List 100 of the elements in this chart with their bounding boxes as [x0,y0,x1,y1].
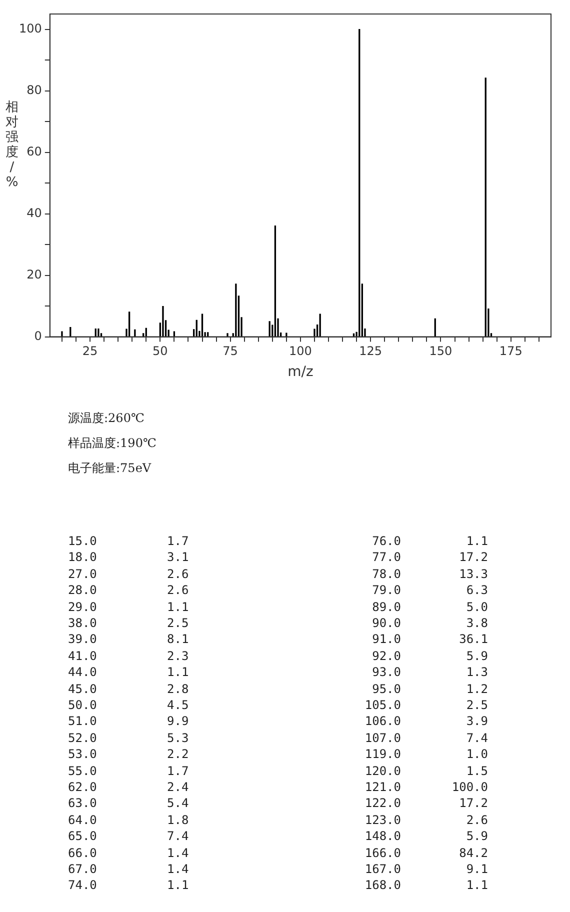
text: 76.0 [372,534,401,548]
text: 74.0 [68,878,97,892]
x-tick-label: 50 [152,344,168,358]
text: 166.0 [364,846,401,860]
text: 89.0 [372,600,401,614]
text: 6.3 [466,583,488,598]
text: 27.0 [68,566,97,581]
text: 78.0 [372,566,401,581]
text: 电子能量:75eV [68,460,152,477]
text: 17.2 [459,550,488,564]
y-tick-label: 100 [19,21,42,36]
text: 7.4 [167,829,189,844]
text: 5.4 [167,796,189,810]
text: 55.0 [68,764,97,778]
text: 39.0 [68,632,97,646]
text: 3.9 [466,714,488,728]
text: 100.0 [452,780,488,794]
text: 95.0 [372,682,401,696]
text: 90.0 [372,616,401,630]
text: 41.0 [68,648,97,663]
text: 2.3 [167,648,189,663]
text: 9.1 [466,862,488,876]
text: 64.0 [68,812,97,827]
y-tick-label: 80 [26,82,42,97]
text: 1.0 [466,747,488,762]
text: 1.5 [466,764,488,778]
text: 28.0 [68,583,97,598]
text: 1.1 [466,534,488,548]
text: 44.0 [68,665,97,680]
text: 92.0 [372,648,401,663]
text: 84.2 [459,846,488,860]
x-tick-label: 175 [499,344,522,358]
text: 119.0 [364,747,401,762]
text: 167.0 [364,862,401,876]
text: 105.0 [364,698,401,712]
y-tick-label: 60 [26,144,42,158]
text: 120.0 [364,764,401,778]
text: 7.4 [466,730,488,745]
text: 2.6 [167,566,189,581]
text: 1.2 [466,682,488,696]
text: 45.0 [68,682,97,696]
text: 5.9 [466,648,488,663]
text: 5.3 [167,730,189,745]
x-tick-label: 75 [222,344,238,358]
text: 2.5 [167,616,189,630]
text: 1.7 [167,764,189,778]
y-tick-label: 0 [34,328,42,343]
text: 2.4 [167,780,189,794]
text: 1.7 [167,534,189,548]
text: 148.0 [364,829,401,844]
text: 17.2 [459,796,488,810]
text: 123.0 [364,812,401,827]
text: 1.3 [466,665,488,680]
text: 122.0 [364,796,401,810]
text: 1.1 [167,665,189,680]
x-tick-label: 100 [289,344,312,358]
text: 1.4 [167,862,189,876]
text: 源温度:260℃ [68,410,146,427]
text: 8.1 [167,632,189,646]
x-axis-title: m/z [288,364,314,380]
text: 3.8 [466,616,488,630]
text: 1.8 [167,812,189,827]
text: 53.0 [68,747,97,762]
y-tick-label: 40 [26,206,42,220]
text: 2.8 [167,682,189,696]
y-tick-label: 20 [26,267,42,282]
text: 4.5 [167,698,189,712]
text: 36.1 [459,632,488,646]
text: 65.0 [68,829,97,844]
text: 77.0 [372,550,401,564]
text: 38.0 [68,616,97,630]
text: 2.6 [466,812,488,827]
text: 66.0 [68,846,97,860]
text: 2.2 [167,747,189,762]
text: 1.4 [167,846,189,860]
x-tick-label: 25 [82,344,98,358]
text: 107.0 [364,730,401,745]
text: 18.0 [68,550,97,564]
text: 9.9 [167,714,189,728]
text: 50.0 [68,698,97,712]
y-axis-title: 相对强度/% [4,100,20,190]
text: 121.0 [364,780,401,794]
text: 79.0 [372,583,401,598]
text: 1.1 [167,600,189,614]
text: 2.6 [167,583,189,598]
text: 15.0 [68,534,97,548]
text: 93.0 [372,665,401,680]
text: 2.5 [466,698,488,712]
text: 52.0 [68,730,97,745]
x-tick-label: 125 [359,344,382,358]
text: 1.1 [466,878,488,892]
text: 62.0 [68,780,97,794]
x-tick-label: 150 [429,344,452,358]
text: 67.0 [68,862,97,876]
text: 13.3 [459,566,488,581]
text: 51.0 [68,714,97,728]
text: 样品温度:190℃ [68,435,156,452]
text: 1.1 [167,878,189,892]
text: 5.9 [466,829,488,844]
text: 29.0 [68,600,97,614]
